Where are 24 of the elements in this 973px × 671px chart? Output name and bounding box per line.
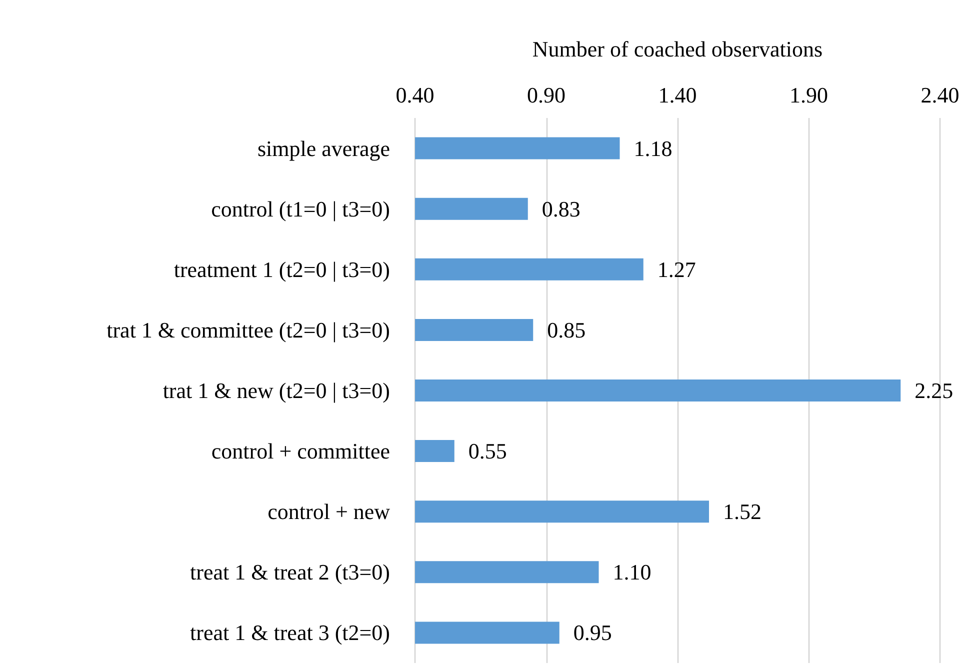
x-tick-label: 2.40 — [920, 82, 960, 108]
x-tick-label: 0.90 — [527, 82, 566, 108]
y-tick-label: treat 1 & treat 3 (t2=0) — [190, 620, 390, 646]
data-label: 0.55 — [468, 438, 507, 464]
data-label: 1.10 — [612, 560, 652, 585]
x-tick-label: 0.40 — [396, 82, 434, 108]
data-label: 1.52 — [723, 499, 762, 524]
data-label: 1.27 — [657, 256, 696, 282]
data-label: 0.83 — [542, 196, 580, 222]
y-tick-label: treat 1 & treat 2 (t3=0) — [190, 560, 390, 585]
data-label: 0.85 — [547, 317, 586, 342]
data-label: 0.95 — [573, 620, 612, 646]
x-tick-label: 1.40 — [658, 82, 697, 108]
y-tick-label: control + committee — [211, 438, 390, 464]
y-tick-label: simple average — [257, 136, 390, 161]
data-label: 2.25 — [914, 378, 954, 403]
y-tick-label: treatment 1 (t2=0 | t3=0) — [174, 256, 390, 282]
data-label: 1.18 — [634, 136, 672, 161]
y-tick-label: trat 1 & new (t2=0 | t3=0) — [162, 378, 390, 403]
y-tick-label: trat 1 & committee (t2=0 | t3=0) — [106, 317, 390, 342]
x-axis-title: Number of coached observations — [532, 36, 823, 62]
y-tick-label: control + new — [268, 499, 390, 524]
y-tick-label: control (t1=0 | t3=0) — [211, 196, 390, 222]
x-tick-label: 1.90 — [790, 82, 828, 108]
